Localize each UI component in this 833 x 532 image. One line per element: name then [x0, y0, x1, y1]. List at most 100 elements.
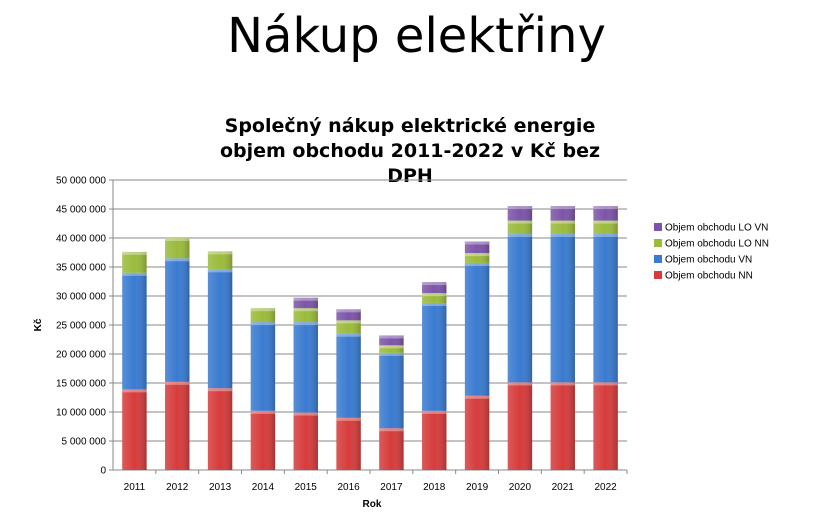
- bar-shading: [464, 262, 490, 396]
- bar-shading: [293, 297, 318, 309]
- bar-bevel: [464, 253, 490, 257]
- bar-shading: [507, 220, 533, 234]
- bar-bevel: [250, 308, 276, 312]
- chart-title-line2: objem obchodu 2011-2022 v Kč bez DPH: [219, 140, 601, 187]
- y-axis-label: Kč: [33, 318, 44, 331]
- bar-shading: [593, 382, 618, 470]
- bar-shading: [250, 308, 276, 323]
- bar-bevel: [336, 320, 361, 324]
- bar-shading: [379, 428, 404, 470]
- bar-shading: [165, 381, 190, 470]
- bar-bevel: [507, 220, 533, 224]
- bar-bevel: [550, 220, 575, 224]
- y-tick-label: 50 000 000: [56, 176, 106, 187]
- bar-bevel: [422, 410, 447, 414]
- bar-shading: [250, 410, 276, 470]
- bar-shading: [593, 220, 618, 234]
- bar-bevel: [122, 251, 147, 255]
- x-tick-label: 2014: [252, 482, 275, 493]
- x-tick-label: 2013: [209, 482, 232, 493]
- legend-label: Objem obchodu LO VN: [665, 223, 768, 234]
- bar-shading: [422, 282, 447, 294]
- bar-bevel: [593, 206, 618, 210]
- bar-bevel: [207, 269, 233, 273]
- x-tick-label: 2015: [295, 482, 318, 493]
- bar-shading: [293, 322, 318, 413]
- bar-shading: [336, 309, 361, 321]
- bar-shading: [165, 238, 190, 259]
- bar-bevel: [464, 262, 490, 266]
- bar-bevel: [422, 302, 447, 306]
- bar-bevel: [250, 410, 276, 414]
- x-tick-label: 2021: [552, 482, 575, 493]
- bar-bevel: [593, 220, 618, 224]
- bar-bevel: [464, 395, 490, 399]
- x-tick-label: 2016: [337, 482, 360, 493]
- bar-bevel: [550, 206, 575, 210]
- bar-shading: [336, 333, 361, 418]
- y-tick-label: 30 000 000: [56, 292, 106, 303]
- bar-bevel: [593, 233, 618, 237]
- bar-bevel: [250, 322, 276, 326]
- bar-shading: [422, 293, 447, 303]
- bar-bevel: [122, 389, 147, 393]
- bar-bevel: [422, 293, 447, 297]
- bar-bevel: [379, 345, 404, 349]
- bar-shading: [207, 388, 233, 470]
- legend: Objem obchodu LO VN Objem obchodu LO NN Ob…: [654, 223, 769, 282]
- y-tick-label: 10 000 000: [56, 408, 106, 419]
- bar-shading: [507, 382, 533, 470]
- bar-shading: [336, 320, 361, 334]
- legend-label: Objem obchodu VN: [665, 255, 752, 266]
- x-tick-label: 2012: [166, 482, 189, 493]
- bar-shading: [507, 206, 533, 221]
- y-tick-label: 45 000 000: [56, 205, 106, 216]
- bar-bevel: [379, 428, 404, 432]
- bar-bevel: [293, 297, 318, 301]
- bar-bevel: [165, 238, 190, 241]
- x-tick-label: 2011: [124, 482, 146, 493]
- bar-shading: [464, 395, 490, 470]
- bar-bevel: [336, 309, 361, 313]
- bar-bevel: [165, 381, 190, 385]
- bar-shading: [422, 302, 447, 411]
- bar-shading: [336, 417, 361, 470]
- y-tick-label: 20 000 000: [56, 350, 106, 361]
- bar-bevel: [293, 322, 318, 326]
- bar-shading: [293, 308, 318, 323]
- bar-bevel: [207, 251, 233, 255]
- bar-bevel: [293, 308, 318, 312]
- bar-bevel: [336, 417, 361, 421]
- bar-bevel: [550, 233, 575, 237]
- y-tick-label: 35 000 000: [56, 263, 106, 274]
- legend-swatch: [654, 223, 662, 231]
- bar-bevel: [507, 233, 533, 237]
- slide-title: Nákup elektřiny: [227, 8, 606, 64]
- x-tick-label: 2022: [594, 482, 617, 493]
- legend-label: Objem obchodu LO NN: [665, 239, 769, 250]
- bar-shading: [250, 322, 276, 411]
- y-tick-label: 15 000 000: [56, 379, 106, 390]
- bar-shading: [207, 269, 233, 389]
- bar-shading: [593, 206, 618, 221]
- bar-bevel: [379, 352, 404, 356]
- bar-shading: [122, 251, 147, 273]
- bar-shading: [593, 233, 618, 383]
- bar-shading: [550, 233, 575, 383]
- bar-shading: [165, 258, 190, 382]
- legend-label: Objem obchodu NN: [665, 271, 753, 282]
- bar-bevel: [593, 382, 618, 386]
- bar-bevel: [207, 388, 233, 392]
- bar-shading: [422, 410, 447, 470]
- bar-bevel: [464, 241, 490, 245]
- bar-shading: [550, 382, 575, 470]
- bar-shading: [379, 335, 404, 346]
- bar-bevel: [422, 282, 447, 286]
- x-tick-label: 2017: [380, 482, 403, 493]
- bar-bevel: [507, 382, 533, 386]
- bar-shading: [464, 241, 490, 254]
- bar-shading: [550, 206, 575, 221]
- bar-bevel: [165, 258, 190, 262]
- chart-title: Společný nákup elektrické energie objem …: [200, 114, 620, 189]
